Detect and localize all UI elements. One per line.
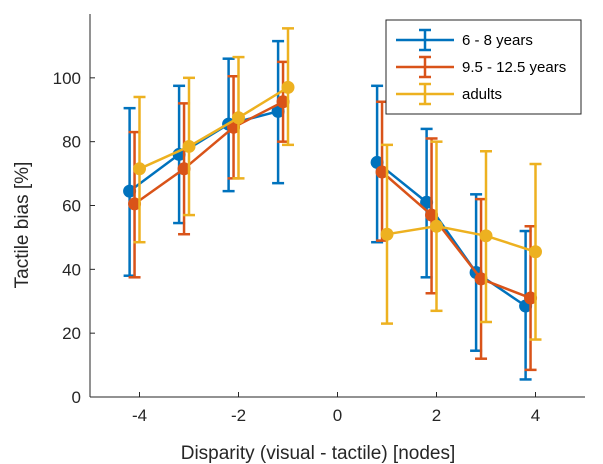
y-tick-label: 0	[72, 388, 81, 407]
legend-entry-2: adults	[396, 82, 502, 106]
y-tick-label: 80	[62, 133, 81, 152]
data-point	[276, 95, 290, 109]
legend-label: 9.5 - 12.5 years	[462, 59, 566, 76]
data-point	[420, 195, 434, 209]
series-line	[376, 161, 527, 308]
data-point	[529, 245, 542, 259]
plot-area	[123, 27, 542, 381]
x-axis-label: Disparity (visual - tactile) [nodes]	[181, 443, 456, 464]
y-tick-label: 20	[62, 324, 81, 343]
y-tick-label: 60	[62, 197, 81, 216]
data-point	[133, 162, 146, 176]
series-1	[128, 60, 538, 372]
series-line	[381, 171, 531, 300]
series-2	[133, 27, 542, 341]
data-point	[380, 227, 394, 241]
y-tick-label: 100	[53, 69, 81, 88]
series-line	[386, 224, 536, 253]
data-point	[227, 120, 241, 134]
series-line	[133, 100, 284, 205]
series-line	[138, 86, 289, 170]
data-point	[370, 155, 384, 169]
data-point	[479, 229, 493, 243]
x-tick-label: -4	[132, 406, 147, 425]
data-point	[425, 208, 439, 222]
data-point	[232, 111, 245, 125]
y-axis-label: Tactile bias [%]	[12, 162, 33, 289]
x-tick-label: 2	[432, 406, 441, 425]
x-tick-label: 4	[531, 406, 540, 425]
legend-entry-0: 6 - 8 years	[396, 28, 533, 52]
data-point	[271, 104, 285, 118]
data-point	[123, 184, 137, 198]
legend: 6 - 8 years 9.5 - 12.5 years adults	[385, 19, 582, 115]
data-point	[474, 272, 488, 286]
legend-label: 6 - 8 years	[462, 32, 533, 49]
y-tick-label: 40	[62, 260, 81, 279]
x-tick-label: -2	[231, 406, 246, 425]
data-point	[177, 162, 191, 176]
data-point	[128, 197, 142, 211]
legend-label: adults	[462, 86, 502, 103]
data-point	[375, 165, 389, 179]
data-point	[281, 80, 295, 94]
x-tick-label: 0	[333, 406, 342, 425]
data-point	[524, 291, 538, 305]
legend-entry-1: 9.5 - 12.5 years	[396, 55, 566, 79]
data-point	[182, 139, 196, 153]
data-point	[430, 219, 443, 233]
